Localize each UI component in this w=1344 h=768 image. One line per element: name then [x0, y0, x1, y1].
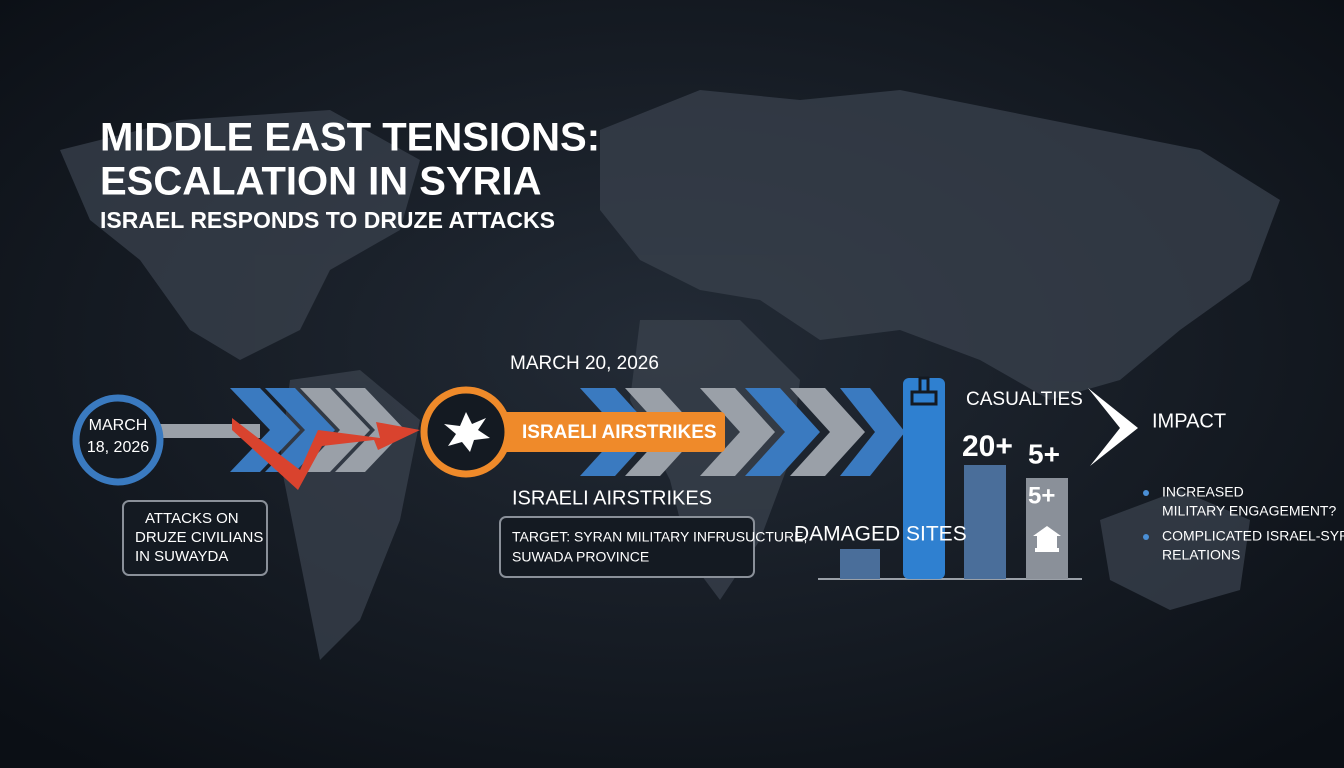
stat-label: DAMAGED SITES	[794, 523, 967, 546]
title-line: MIDDLE EAST TENSIONS:	[100, 116, 600, 160]
date-text: 18, 2026	[87, 439, 149, 456]
target-box	[499, 516, 755, 578]
stat-value: 5+	[1028, 482, 1055, 509]
icon	[910, 376, 938, 406]
banner-text: ISRAELI AIRSTRIKES	[522, 422, 717, 443]
impact-text: RELATIONS	[1162, 547, 1240, 563]
heading: ISRAELI AIRSTRIKES	[512, 487, 712, 509]
impact-text: COMPLICATED ISRAEL-SYRIA	[1162, 528, 1344, 544]
bullet	[1143, 490, 1149, 496]
stat-value: 20+	[962, 430, 1013, 463]
callout-text: ATTACKS ON	[145, 510, 239, 527]
explosion-icon	[444, 412, 490, 452]
date-text: MARCH	[89, 417, 148, 434]
title-line: ESCALATION IN SYRIA	[100, 160, 542, 204]
chevron	[1088, 388, 1138, 466]
date-circle	[72, 394, 164, 486]
building-icon	[1033, 526, 1061, 552]
callout-text: IN SUWAYDA	[135, 548, 228, 565]
bar	[964, 465, 1006, 579]
banner	[500, 412, 725, 452]
impact-title: IMPACT	[1152, 410, 1226, 432]
bar	[840, 549, 880, 579]
bar	[903, 378, 945, 579]
callout-text: DRUZE CIVILIANS	[135, 529, 263, 546]
impact-text: INCREASED	[1162, 484, 1244, 500]
bullet	[1143, 534, 1149, 540]
impact-text: MILITARY ENGAGEMENT?	[1162, 503, 1336, 519]
subtitle: ISRAEL RESPONDS TO DRUZE ATTACKS	[100, 207, 555, 233]
stat-label: CASUALTIES	[966, 389, 1083, 410]
callout-box	[122, 500, 268, 576]
target-text: TARGET: SYRAN MILITARY INFRUSUCTURE,	[512, 529, 807, 545]
chevrons	[230, 388, 905, 476]
stat-value: 5+	[1028, 438, 1060, 469]
date-label: MARCH 20, 2026	[510, 353, 659, 374]
red-arrow	[232, 418, 420, 490]
target-text: SUWADA PROVINCE	[512, 549, 649, 565]
